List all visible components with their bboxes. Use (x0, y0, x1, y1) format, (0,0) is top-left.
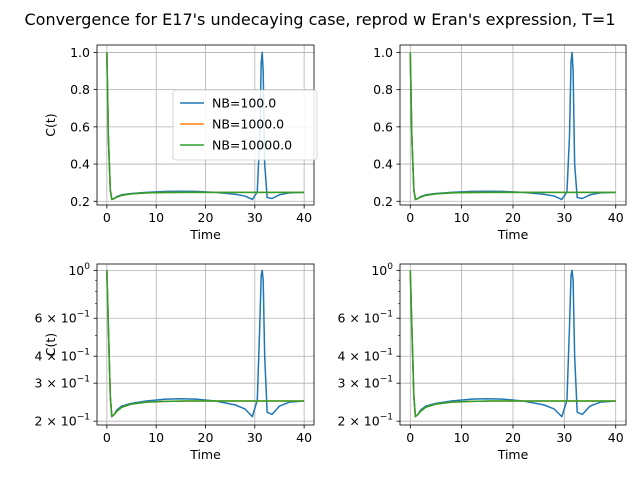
series-line-nb-10000-0 (106, 52, 305, 201)
y-tick-label: 3 × 10−1 (337, 375, 393, 391)
x-tick-label: 20 (505, 430, 521, 445)
x-axis-label: Time (189, 447, 221, 462)
x-tick-label: 20 (198, 210, 214, 225)
legend-entry-label: NB=10000.0 (212, 138, 292, 153)
subplot-bottom-right: 0 10 20 30 40 2 × 10−1 3 × 10−1 4 × 10−1 6 × 10−… (337, 262, 627, 462)
y-tick-label: 0.6 (373, 119, 393, 134)
subplot-top-right: 0 10 20 30 40 0.2 0.4 0.6 0.8 1.0 Time (373, 44, 627, 242)
y-tick-label: 0.8 (70, 82, 90, 97)
y-tick-label: 0.2 (373, 194, 393, 209)
y-tick-label: 2 × 10−1 (337, 413, 393, 429)
x-tick-label: 10 (454, 210, 470, 225)
y-tick-label: 0.8 (373, 82, 393, 97)
subplot-bottom-left: 0 10 20 30 40 2 × 10−1 3 × 10−1 4 × 10−1 6 × 10−… (34, 262, 315, 462)
x-tick-label: 10 (148, 430, 164, 445)
x-axis-label: Time (497, 227, 529, 242)
y-tick-label: 0.4 (70, 157, 90, 172)
figure-title: Convergence for E17's undecaying case, r… (24, 10, 615, 29)
series-line-nb-10000-0 (409, 270, 616, 418)
y-tick-label: 0.4 (373, 157, 393, 172)
y-axis-label: C(t) (43, 113, 58, 136)
legend-box (172, 89, 318, 161)
y-tick-label: 6 × 10−1 (337, 310, 393, 326)
series-line-nb-10000-0 (106, 270, 305, 418)
legend: NB=100.0 NB=1000.0 NB=10000.0 (172, 89, 318, 161)
y-tick-label: 3 × 10−1 (34, 375, 90, 391)
x-tick-label: 40 (608, 210, 624, 225)
x-tick-label: 30 (556, 210, 572, 225)
x-tick-label: 0 (103, 430, 111, 445)
x-tick-label: 30 (247, 210, 263, 225)
y-tick-label: 0.6 (70, 119, 90, 134)
x-tick-label: 0 (406, 430, 414, 445)
x-tick-label: 30 (247, 430, 263, 445)
x-axis-label: Time (497, 447, 529, 462)
legend-entry-label: NB=1000.0 (212, 117, 284, 132)
y-tick-label: 2 × 10−1 (34, 413, 90, 429)
x-tick-label: 30 (556, 430, 572, 445)
series-line-nb-10000-0 (409, 52, 616, 201)
y-axis-label: C(t) (43, 333, 58, 356)
x-tick-label: 40 (296, 210, 312, 225)
y-tick-label: 1.0 (373, 45, 393, 60)
x-tick-label: 10 (148, 210, 164, 225)
x-tick-label: 40 (296, 430, 312, 445)
x-tick-label: 20 (198, 430, 214, 445)
x-tick-label: 0 (406, 210, 414, 225)
x-tick-label: 0 (103, 210, 111, 225)
y-tick-label: 0.2 (70, 194, 90, 209)
y-tick-label: 1.0 (70, 45, 90, 60)
subplot-top-left: 0 10 20 30 40 0.2 0.4 0.6 0.8 1.0 Time C(t) NB=100.0… (43, 44, 318, 242)
y-tick-label: 4 × 10−1 (34, 348, 90, 364)
subplot-grid: 0 10 20 30 40 0.2 0.4 0.6 0.8 1.0 Time C(t) NB=100.0… (34, 44, 627, 462)
legend-entry-label: NB=100.0 (212, 96, 276, 111)
y-tick-label: 4 × 10−1 (337, 348, 393, 364)
y-tick-label: 100 (68, 262, 90, 278)
y-tick-label: 100 (371, 262, 393, 278)
x-tick-label: 20 (505, 210, 521, 225)
x-tick-label: 40 (608, 430, 624, 445)
x-tick-label: 10 (454, 430, 470, 445)
x-axis-label: Time (189, 227, 221, 242)
y-tick-label: 6 × 10−1 (34, 310, 90, 326)
